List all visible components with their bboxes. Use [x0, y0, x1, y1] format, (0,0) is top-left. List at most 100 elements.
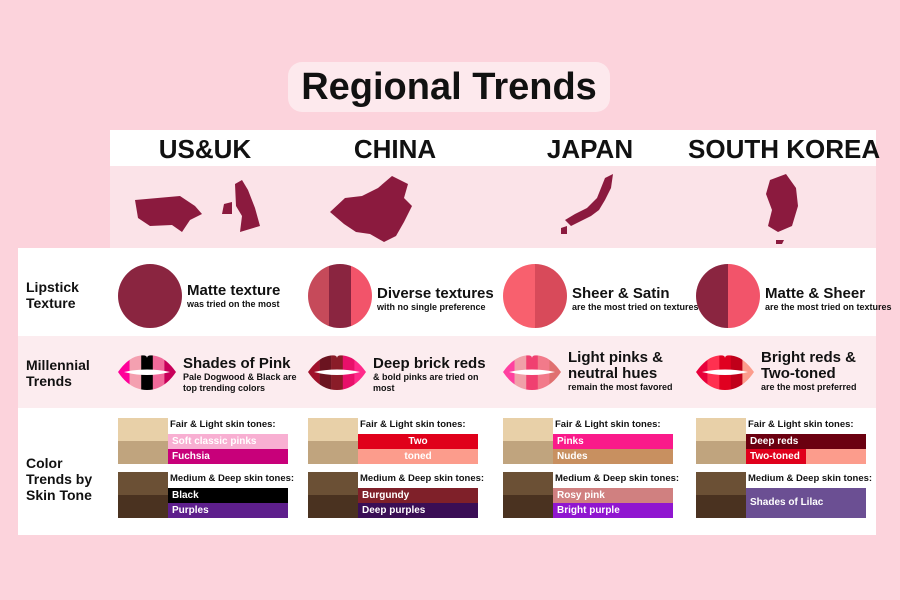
- skin-tone-shade: [308, 472, 358, 495]
- country-name: US&UK: [158, 134, 252, 164]
- skin-tone-shade: [696, 441, 746, 464]
- color-trend-bar: Deep reds: [746, 434, 866, 449]
- texture-title-text: Matte & Sheer: [765, 285, 866, 302]
- texture-title-text: Matte texture: [187, 282, 281, 299]
- skin-tone-label: Medium & Deep skin tones:: [170, 473, 295, 484]
- texture-title-text: Sheer & Satin: [572, 285, 670, 302]
- skin-tone-shade: [696, 418, 746, 441]
- row-label-texture: Lipstick Texture: [26, 279, 79, 311]
- lips-icon: [118, 352, 176, 392]
- country-name: SOUTH KOREA: [688, 134, 881, 164]
- country-name: JAPAN: [546, 134, 634, 164]
- texture-title: Diverse textures with no single preferenc…: [377, 286, 494, 313]
- millennial-title-text: Bright reds & Two-toned: [761, 349, 857, 382]
- skin-tone-swatch: [308, 418, 358, 464]
- millennial-title: Deep brick reds & bold pinks are tried on…: [373, 356, 488, 394]
- skin-tone-swatch: [118, 472, 168, 518]
- millennial-title-text: Shades of Pink: [183, 355, 291, 372]
- skin-tone-swatch: [503, 472, 553, 518]
- swatch-fair: Fair & Light skin tones: Soft classic pin…: [118, 418, 288, 464]
- swatch-deep: Medium & Deep skin tones: Shades of Lilac: [696, 472, 872, 518]
- millennial-title-text: Deep brick reds: [373, 355, 486, 372]
- texture-segment: [118, 264, 182, 328]
- skin-tone-swatch: [696, 472, 746, 518]
- color-trend-bar: Soft classic pinks: [168, 434, 288, 449]
- millennial-title: Shades of Pink Pale Dogwood & Black are t…: [183, 356, 298, 394]
- skin-tone-shade: [503, 495, 553, 518]
- texture-subtitle: are the most tried on textures: [572, 302, 699, 312]
- texture-swatch-icon: [696, 264, 760, 328]
- texture-segment: [350, 264, 372, 328]
- row-label-millennial: Millennial Trends: [26, 357, 90, 389]
- skin-tone-shade: [308, 495, 358, 518]
- color-trend-bar: Nudes: [553, 449, 673, 464]
- skin-tone-shade: [696, 495, 746, 518]
- skin-tone-label: Fair & Light skin tones:: [170, 419, 276, 430]
- texture-title: Matte texture was tried on the most: [187, 283, 280, 310]
- texture-subtitle: with no single preference: [377, 302, 486, 312]
- color-trend-bar: Purples: [168, 503, 288, 518]
- texture-swatch-icon: [118, 264, 182, 328]
- color-trend-bar: Rosy pink: [553, 488, 673, 503]
- color-trend-bar: Two: [358, 434, 478, 449]
- lips-icon: [696, 352, 754, 392]
- millennial-subtitle: remain the most favored: [568, 382, 673, 392]
- row-label-color: Color Trends by Skin Tone: [26, 455, 93, 503]
- millennial-title-text: Light pinks & neutral hues: [568, 349, 663, 382]
- texture-segment: [308, 264, 330, 328]
- color-trend-bar: Shades of Lilac: [746, 488, 866, 518]
- skin-tone-swatch: [118, 418, 168, 464]
- page-title: Regional Trends: [288, 62, 610, 112]
- swatch-fair: Fair & Light skin tones: Two toned: [308, 418, 478, 464]
- millennial-title: Bright reds & Two-toned are the most pref…: [761, 350, 876, 393]
- country-map-icon: [688, 170, 878, 246]
- color-trend-bar: Pinks: [553, 434, 673, 449]
- millennial-subtitle: Pale Dogwood & Black are top trending co…: [183, 372, 297, 393]
- skin-tone-swatch: [308, 472, 358, 518]
- color-trend-bar: toned: [358, 449, 478, 464]
- skin-tone-shade: [308, 441, 358, 464]
- skin-tone-shade: [118, 472, 168, 495]
- skin-tone-swatch: [503, 418, 553, 464]
- texture-subtitle: was tried on the most: [187, 299, 280, 309]
- color-trend-bar: Deep purples: [358, 503, 478, 518]
- skin-tone-shade: [503, 472, 553, 495]
- country-map-icon: [495, 170, 685, 246]
- country-map-icon: [300, 170, 490, 246]
- skin-tone-shade: [308, 418, 358, 441]
- swatch-deep: Medium & Deep skin tones: Black Purples: [118, 472, 294, 518]
- swatch-deep: Medium & Deep skin tones: Rosy pink Bright…: [503, 472, 679, 518]
- skin-tone-shade: [118, 441, 168, 464]
- texture-title: Matte & Sheer are the most tried on textu…: [765, 286, 892, 313]
- texture-swatch-icon: [308, 264, 372, 328]
- millennial-subtitle: are the most preferred: [761, 382, 857, 392]
- texture-title-text: Diverse textures: [377, 285, 494, 302]
- swatch-fair: Fair & Light skin tones: Pinks Nudes: [503, 418, 673, 464]
- skin-tone-label: Fair & Light skin tones:: [748, 419, 854, 430]
- millennial-title: Light pinks & neutral hues remain the mos…: [568, 350, 683, 393]
- color-trend-bar: Black: [168, 488, 288, 503]
- millennial-subtitle: & bold pinks are tried on most: [373, 372, 479, 393]
- skin-tone-swatch: [696, 418, 746, 464]
- texture-swatch-icon: [503, 264, 567, 328]
- skin-tone-shade: [118, 418, 168, 441]
- texture-title: Sheer & Satin are the most tried on textu…: [572, 286, 699, 313]
- country-header-band: [110, 130, 876, 166]
- skin-tone-label: Fair & Light skin tones:: [555, 419, 661, 430]
- lips-icon: [503, 352, 561, 392]
- skin-tone-label: Medium & Deep skin tones:: [748, 473, 873, 484]
- skin-tone-shade: [503, 441, 553, 464]
- color-trend-bar: Burgundy: [358, 488, 478, 503]
- skin-tone-shade: [696, 472, 746, 495]
- skin-tone-label: Fair & Light skin tones:: [360, 419, 466, 430]
- color-trend-bar: Fuchsia: [168, 449, 288, 464]
- skin-tone-shade: [118, 495, 168, 518]
- skin-tone-shade: [503, 418, 553, 441]
- color-trend-bar: Bright purple: [553, 503, 673, 518]
- country-name: CHINA: [353, 134, 437, 164]
- swatch-deep: Medium & Deep skin tones: Burgundy Deep pu…: [308, 472, 484, 518]
- color-trend-bar: Two-toned: [746, 449, 866, 464]
- country-map-icon: [110, 170, 300, 246]
- swatch-fair: Fair & Light skin tones: Deep reds Two-ton…: [696, 418, 866, 464]
- skin-tone-label: Medium & Deep skin tones:: [555, 473, 680, 484]
